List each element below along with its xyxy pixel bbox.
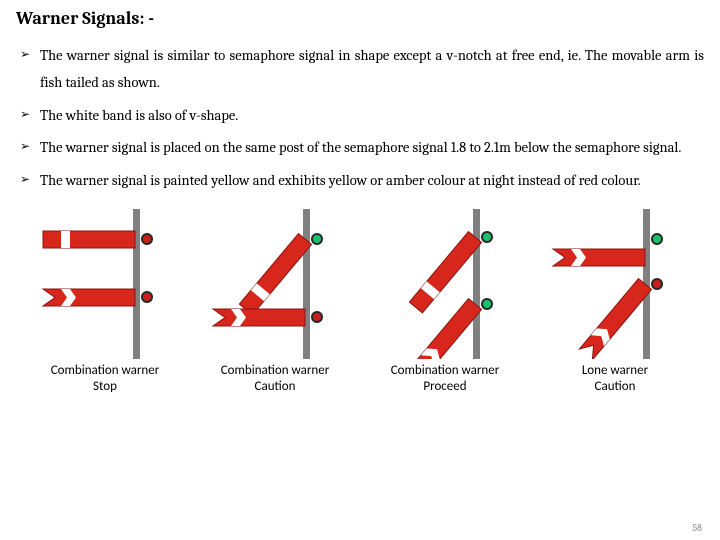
- bullet-item: The white band is also of v-shape.: [20, 103, 704, 130]
- signal-label: Combination warner Proceed: [391, 363, 500, 396]
- bullet-item: The warner signal is placed on the same …: [20, 135, 704, 162]
- signal-caution-combo-icon: [195, 209, 355, 359]
- signal-label: Combination warner Caution: [221, 363, 330, 396]
- signal-stop: Combination warner Stop: [20, 209, 190, 396]
- signal-proceed: Combination warner Proceed: [360, 209, 530, 396]
- signal-diagram-row: Combination warner Stop Combina: [16, 209, 704, 396]
- signal-lone-icon: [535, 209, 695, 359]
- signal-proceed-icon: [365, 209, 525, 359]
- signal-label: Combination warner Stop: [51, 363, 160, 396]
- signal-caution-combo: Combination warner Caution: [190, 209, 360, 396]
- bullet-item: The warner signal is painted yellow and …: [20, 168, 704, 195]
- signal-stop-icon: [25, 209, 185, 359]
- signal-label: Lone warner Caution: [582, 363, 648, 396]
- page-number: 58: [692, 522, 702, 534]
- bullet-item: The warner signal is similar to semaphor…: [20, 43, 704, 97]
- page-title: Warner Signals: -: [16, 8, 704, 29]
- signal-lone: Lone warner Caution: [530, 209, 700, 396]
- bullet-list: The warner signal is similar to semaphor…: [16, 43, 704, 195]
